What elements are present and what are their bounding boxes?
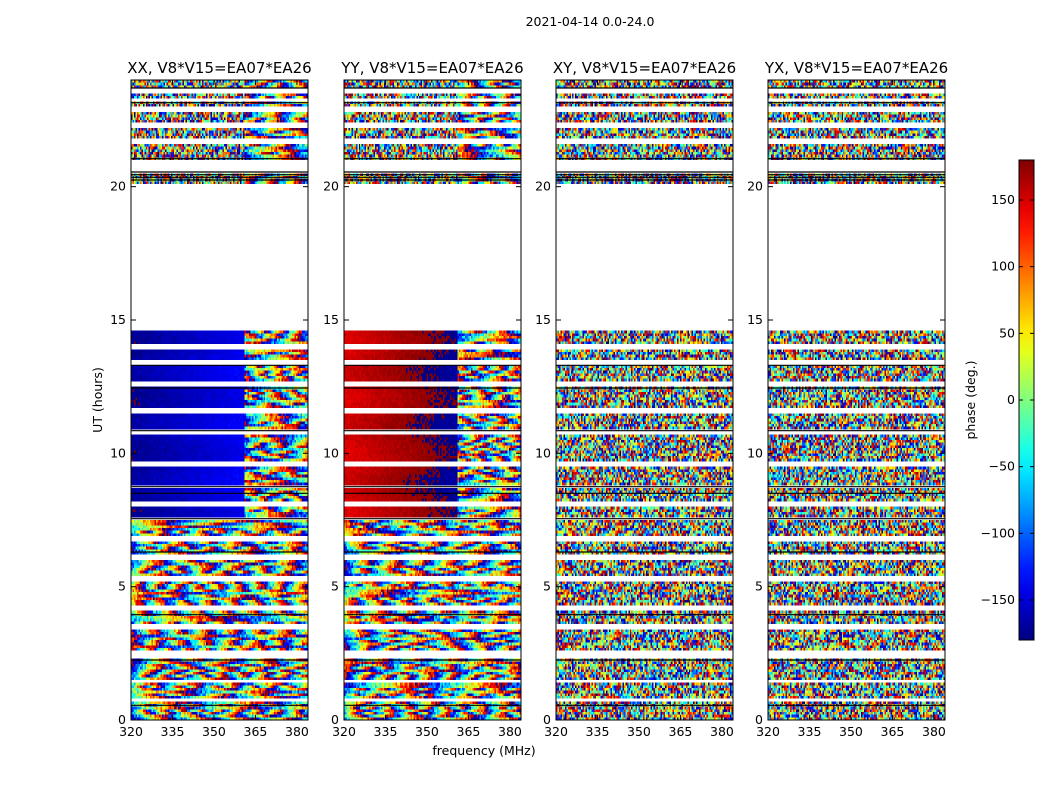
x-tick-label: 380 bbox=[498, 724, 522, 739]
y-tick-label: 10 bbox=[747, 445, 763, 460]
x-tick-label: 350 bbox=[839, 724, 863, 739]
panel-3: 320 335 350 365 380 0 5 10 15 20 XY, V8*V15=EA07*E… bbox=[535, 59, 736, 739]
panel-4: 320 335 350 365 380 0 5 10 15 20 YX, V8*V15=EA07*E… bbox=[747, 59, 948, 739]
phase-heatmap bbox=[556, 80, 733, 720]
panel-1: 320 335 350 365 380 0 5 10 15 20 XX, V8*V15=EA07*E… bbox=[110, 59, 312, 739]
x-tick-label: 335 bbox=[798, 724, 822, 739]
panel-title: XX, V8*V15=EA07*EA26 bbox=[127, 59, 311, 77]
y-tick-label: 15 bbox=[535, 312, 551, 327]
y-tick-label: 10 bbox=[110, 445, 126, 460]
colorbar-tick-label: 150 bbox=[991, 192, 1015, 207]
x-tick-label: 320 bbox=[544, 724, 568, 739]
y-tick-label: 20 bbox=[535, 179, 551, 194]
y-tick-label: 5 bbox=[755, 579, 763, 594]
colorbar-tick-label: −50 bbox=[989, 459, 1015, 474]
figure-suptitle: 2021-04-14 0.0-24.0 bbox=[526, 14, 655, 29]
panel-frame bbox=[130, 79, 309, 721]
x-tick-label: 335 bbox=[586, 724, 610, 739]
x-tick-label: 380 bbox=[922, 724, 946, 739]
x-tick-label: 320 bbox=[332, 724, 356, 739]
panel-frame bbox=[555, 79, 734, 721]
panel-frame bbox=[343, 79, 522, 721]
x-tick-label: 365 bbox=[669, 724, 693, 739]
y-tick-label: 10 bbox=[323, 445, 339, 460]
y-tick-label: 20 bbox=[110, 179, 126, 194]
colorbar-tick-label: 0 bbox=[1007, 392, 1015, 407]
panel-title: YX, V8*V15=EA07*EA26 bbox=[764, 59, 948, 77]
colorbar-tick-label: 50 bbox=[999, 325, 1015, 340]
x-tick-label: 335 bbox=[374, 724, 398, 739]
y-tick-label: 20 bbox=[323, 179, 339, 194]
x-tick-label: 350 bbox=[202, 724, 226, 739]
panel-title: YY, V8*V15=EA07*EA26 bbox=[340, 59, 523, 77]
x-tick-label: 350 bbox=[415, 724, 439, 739]
y-tick-label: 5 bbox=[118, 579, 126, 594]
x-tick-label: 380 bbox=[285, 724, 309, 739]
x-tick-label: 320 bbox=[756, 724, 780, 739]
phase-heatmap bbox=[344, 80, 521, 720]
x-axis-label: frequency (MHz) bbox=[432, 743, 535, 758]
phase-heatmap bbox=[131, 80, 308, 720]
y-tick-label: 20 bbox=[747, 179, 763, 194]
colorbar-tick-label: 100 bbox=[991, 259, 1015, 274]
colorbar-tick-label: −150 bbox=[981, 592, 1015, 607]
x-tick-label: 380 bbox=[710, 724, 734, 739]
y-tick-label: 15 bbox=[110, 312, 126, 327]
y-tick-label: 15 bbox=[323, 312, 339, 327]
colorbar-label: phase (deg.) bbox=[963, 361, 978, 440]
y-tick-label: 0 bbox=[543, 712, 551, 727]
x-tick-label: 365 bbox=[244, 724, 268, 739]
y-tick-label: 0 bbox=[118, 712, 126, 727]
y-tick-label: 0 bbox=[331, 712, 339, 727]
phase-heatmap bbox=[768, 80, 945, 720]
panels: 320 335 350 365 380 0 5 10 15 20 XX, V8*V15=EA07*E… bbox=[110, 59, 948, 739]
phase-colorbar: 150 100 50 0 −50 −100 −150 bbox=[981, 159, 1035, 641]
colorbar-tick-label: −100 bbox=[981, 525, 1015, 540]
y-tick-label: 5 bbox=[331, 579, 339, 594]
x-tick-label: 350 bbox=[627, 724, 651, 739]
y-tick-label: 15 bbox=[747, 312, 763, 327]
x-tick-label: 365 bbox=[457, 724, 481, 739]
y-tick-label: 10 bbox=[535, 445, 551, 460]
x-tick-label: 335 bbox=[161, 724, 185, 739]
panel-title: XY, V8*V15=EA07*EA26 bbox=[553, 59, 736, 77]
y-axis-label: UT (hours) bbox=[90, 367, 105, 433]
y-tick-label: 5 bbox=[543, 579, 551, 594]
panel-2: 320 335 350 365 380 0 5 10 15 20 YY, V8*V15=EA07*E… bbox=[323, 59, 524, 739]
x-tick-label: 365 bbox=[881, 724, 905, 739]
x-tick-label: 320 bbox=[119, 724, 143, 739]
panel-frame bbox=[767, 79, 946, 721]
y-tick-label: 0 bbox=[755, 712, 763, 727]
